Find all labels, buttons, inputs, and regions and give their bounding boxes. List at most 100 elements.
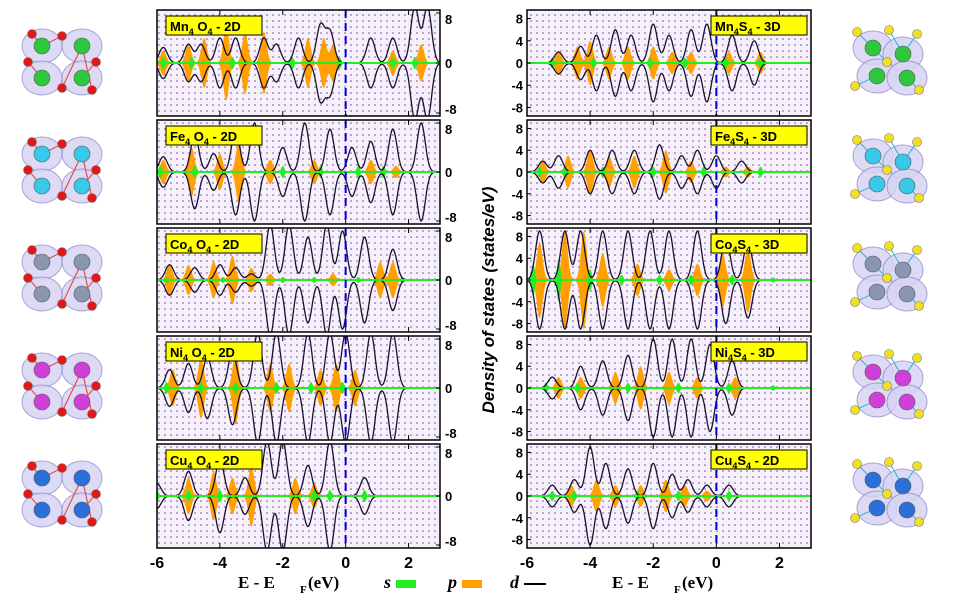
legend: s p d bbox=[383, 572, 546, 592]
molecule-Ni4S4 bbox=[850, 349, 928, 420]
y-tick-label: 0 bbox=[516, 273, 523, 288]
y-tick-label: 0 bbox=[445, 165, 452, 180]
panel-label-box bbox=[165, 125, 263, 146]
y-tick-label: 4 bbox=[516, 143, 524, 158]
dos-panel-Ni4S4: 8 4 0 -4 -8 Ni4S4 - 3D bbox=[511, 335, 812, 441]
y-tick-label: 0 bbox=[445, 489, 452, 504]
x-tick-label: -4 bbox=[583, 555, 597, 572]
x-label-left-unit: (eV) bbox=[308, 573, 339, 592]
x-tick-label: 0 bbox=[712, 555, 721, 572]
y-tick-label: -8 bbox=[445, 210, 457, 225]
panel-label: Ni4 O4 - 2D bbox=[170, 345, 235, 363]
d-dos-line-down bbox=[157, 62, 440, 116]
y-tick-label: 0 bbox=[516, 489, 523, 504]
y-tick-label: 8 bbox=[516, 229, 523, 244]
panel-label: Co4 O4 - 2D bbox=[170, 237, 239, 255]
d-dos-line-up bbox=[527, 23, 811, 64]
x-tick-label: -2 bbox=[646, 555, 660, 572]
y-tick-label: 0 bbox=[516, 165, 523, 180]
y-tick-label: 8 bbox=[516, 445, 523, 460]
legend-s-label: s bbox=[383, 572, 391, 592]
dos-panel-Mn4O4: 8 0 -8 Mn4 O4 - 2D bbox=[156, 9, 457, 117]
x-label-left-text: E - E bbox=[238, 573, 275, 592]
panel-label-box bbox=[710, 449, 808, 470]
legend-p-swatch bbox=[462, 580, 482, 588]
y-tick-label: 0 bbox=[516, 56, 523, 71]
dos-panel-Co4O4: 8 0 -8 Co4 O4 - 2D bbox=[156, 227, 457, 333]
x-tick-label: -2 bbox=[276, 555, 290, 572]
d-dos-line-up bbox=[157, 336, 440, 389]
x-tick-label: 0 bbox=[341, 555, 350, 572]
panel-label-box bbox=[710, 125, 808, 146]
y-tick-label: 8 bbox=[516, 12, 523, 27]
dos-panel-Fe4O4: 8 0 -8 Fe4 O4 - 2D bbox=[156, 119, 457, 225]
molecule-Cu4O4 bbox=[21, 460, 103, 528]
y-tick-label: 8 bbox=[516, 337, 523, 352]
d-dos-line-down bbox=[157, 171, 440, 222]
legend-p-label: p bbox=[446, 572, 457, 592]
y-tick-label: -4 bbox=[511, 187, 523, 202]
x-label-right-text: E - E bbox=[612, 573, 649, 592]
molecule-Co4O4 bbox=[21, 244, 103, 312]
legend-d-label: d bbox=[510, 572, 520, 592]
y-tick-label: -8 bbox=[511, 425, 523, 440]
dos-panel-Cu4O4: 8 0 -8 Cu4 O4 - 2D bbox=[156, 443, 457, 549]
d-dos-line-up bbox=[157, 10, 440, 64]
y-tick-label: 0 bbox=[445, 273, 452, 288]
y-tick-label: -8 bbox=[511, 317, 523, 332]
panel-label: Cu4S4 - 2D bbox=[715, 453, 779, 471]
x-label-right-unit: (eV) bbox=[682, 573, 713, 592]
panel-label-box bbox=[165, 449, 263, 470]
panel-label: Cu4 O4 - 2D bbox=[170, 453, 239, 471]
y-tick-label: -4 bbox=[511, 403, 523, 418]
y-tick-label: 4 bbox=[516, 34, 524, 49]
y-tick-label: -8 bbox=[511, 100, 523, 115]
y-tick-label: 8 bbox=[516, 121, 523, 136]
panel-label-box bbox=[710, 15, 808, 36]
molecule-Cu4S4 bbox=[850, 457, 928, 528]
y-tick-label: 0 bbox=[516, 381, 523, 396]
y-tick-label: -8 bbox=[445, 318, 457, 333]
dos-panel-Fe4S4: 8 4 0 -4 -8 Fe4S4 - 3D bbox=[511, 119, 812, 225]
molecule-Co4S4 bbox=[850, 241, 928, 312]
x-tick-label: 2 bbox=[775, 555, 784, 572]
molecule-images bbox=[21, 25, 928, 528]
x-tick-label: -6 bbox=[520, 555, 534, 572]
y-axis-label: Density of states (states/eV) bbox=[479, 186, 498, 413]
y-tick-label: 8 bbox=[445, 230, 452, 245]
x-tick-label: -4 bbox=[213, 555, 227, 572]
molecule-Fe4O4 bbox=[21, 136, 103, 204]
panel-label: Mn4 O4 - 2D bbox=[170, 19, 241, 37]
y-tick-label: -8 bbox=[445, 534, 457, 549]
x-axis-label-right: E - E F (eV) bbox=[612, 573, 713, 596]
panel-label: Mn4S4 - 3D bbox=[715, 19, 781, 37]
y-tick-label: 8 bbox=[445, 12, 452, 27]
dos-panel-Mn4S4: 8 4 0 -4 -8 Mn4S4 - 3D bbox=[511, 9, 812, 117]
molecule-Mn4S4 bbox=[850, 25, 928, 96]
molecule-Mn4O4 bbox=[21, 28, 103, 96]
molecule-Fe4S4 bbox=[850, 133, 928, 204]
legend-s-swatch bbox=[396, 580, 416, 588]
x-tick-label: -6 bbox=[150, 555, 164, 572]
x-tick-label: 2 bbox=[404, 555, 413, 572]
panel-label-box bbox=[165, 233, 263, 254]
dos-panel-Ni4O4: 8 0 -8 Ni4 O4 - 2D bbox=[156, 335, 457, 441]
dos-panel-Co4S4: 8 4 0 -4 -8 Co4S4 - 3D bbox=[511, 227, 812, 333]
y-tick-label: 8 bbox=[445, 446, 452, 461]
panel-label: Ni4S4 - 3D bbox=[715, 345, 775, 363]
y-tick-label: 4 bbox=[516, 359, 524, 374]
molecule-Ni4O4 bbox=[21, 352, 103, 420]
y-tick-label: 4 bbox=[516, 251, 524, 266]
panel-label: Co4S4 - 3D bbox=[715, 237, 779, 255]
panel-label-box bbox=[165, 15, 263, 36]
panel-label-box bbox=[165, 341, 263, 362]
panel-label: Fe4S4 - 3D bbox=[715, 129, 777, 147]
panel-label-box bbox=[710, 233, 808, 254]
y-tick-label: -8 bbox=[445, 426, 457, 441]
d-dos-line-down bbox=[157, 387, 440, 440]
y-tick-label: -4 bbox=[511, 511, 523, 526]
y-tick-label: 0 bbox=[445, 56, 452, 71]
d-dos-line-up bbox=[157, 122, 440, 173]
d-dos-line-down bbox=[527, 62, 811, 103]
